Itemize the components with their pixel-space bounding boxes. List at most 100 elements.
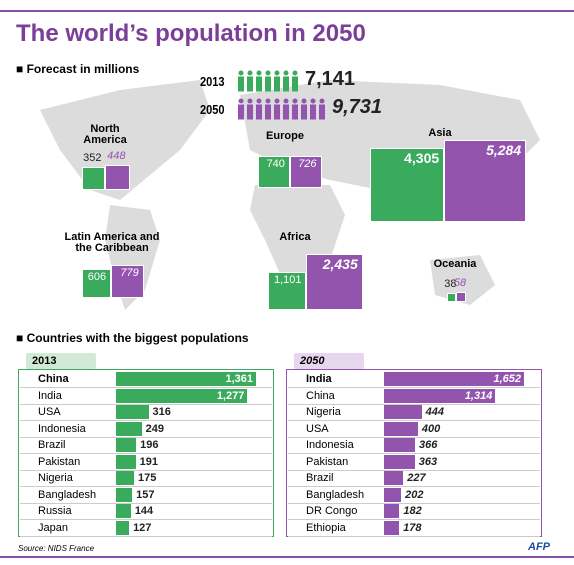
bar-value: 400 xyxy=(421,422,441,435)
category-label: Brazil xyxy=(306,472,334,484)
region-value: 726 xyxy=(298,158,317,171)
bar xyxy=(116,454,136,469)
region-name: Europe xyxy=(266,130,304,142)
region-value: 779 xyxy=(120,267,139,280)
category-label: Russia xyxy=(38,505,72,517)
bar xyxy=(384,454,415,469)
world-value: 9,731 xyxy=(332,96,383,118)
bar-value: 249 xyxy=(145,422,164,435)
region-value: 4,305 xyxy=(404,149,440,166)
category-label: Pakistan xyxy=(306,455,349,468)
region-square xyxy=(104,164,130,190)
category-label: Indonesia xyxy=(38,422,86,435)
row-line xyxy=(20,535,272,537)
bar xyxy=(384,372,524,386)
bar xyxy=(116,471,134,485)
bar-value: 1,361 xyxy=(225,373,253,385)
forecast-label: ■ Forecast in millions xyxy=(16,62,140,76)
panel-tab xyxy=(26,353,96,369)
row-line xyxy=(20,469,272,471)
bar xyxy=(116,372,256,386)
bar xyxy=(384,471,404,485)
row-line xyxy=(288,486,540,487)
row-line xyxy=(20,403,272,405)
person-icons xyxy=(238,98,325,120)
bar-value: 202 xyxy=(405,488,424,501)
category-label: Bangladesh xyxy=(306,488,365,501)
title: The world’s population in 2050 xyxy=(16,20,366,47)
bar-value: 178 xyxy=(403,521,422,534)
bar xyxy=(116,388,248,403)
category-label: Bangladesh xyxy=(38,488,97,501)
bar-value: 1,277 xyxy=(216,389,245,402)
category-label: India xyxy=(38,389,62,402)
category-label: Nigeria xyxy=(38,472,73,484)
region-square xyxy=(370,147,445,222)
row-line xyxy=(20,420,272,421)
year-label: 2013 xyxy=(200,74,225,89)
category-label: Indonesia xyxy=(306,439,354,451)
row-line xyxy=(20,436,272,438)
bar xyxy=(116,504,131,518)
bar-value: 316 xyxy=(152,406,171,418)
world-value: 7,141 xyxy=(305,68,356,90)
bar xyxy=(384,421,418,436)
bar-value: 1,652 xyxy=(493,373,521,385)
region-value: 352 xyxy=(83,152,102,165)
bar-value: 366 xyxy=(419,439,438,451)
row-line xyxy=(288,453,540,454)
region-value: 1,101 xyxy=(273,273,302,286)
top-rule xyxy=(0,10,574,12)
panel-title: 2013 xyxy=(32,355,57,367)
region-value: 2,435 xyxy=(322,255,358,272)
bar xyxy=(384,388,496,403)
bar-value: 182 xyxy=(403,505,422,517)
bar xyxy=(384,438,416,452)
region-value: 5,284 xyxy=(486,142,522,159)
category-label: Ethiopia xyxy=(306,521,346,534)
category-label: USA xyxy=(38,406,61,418)
row-line xyxy=(288,469,540,471)
region-value: 606 xyxy=(87,270,107,283)
bar xyxy=(116,520,130,535)
bar-value: 196 xyxy=(140,439,159,451)
bar-value: 191 xyxy=(139,455,158,468)
year-label: 2050 xyxy=(200,102,225,117)
bar xyxy=(384,520,400,535)
row-line xyxy=(20,502,272,504)
logo: AFP xyxy=(528,541,550,553)
category-label: DR Congo xyxy=(306,505,358,517)
region-name: North America xyxy=(83,123,127,146)
bar xyxy=(384,504,400,518)
bar xyxy=(384,487,402,502)
region-square xyxy=(82,268,112,298)
row-line xyxy=(288,403,540,405)
person-icons xyxy=(238,70,298,92)
row-line xyxy=(20,519,272,520)
region-name: Latin America and the Caribbean xyxy=(64,231,160,254)
panel-tab xyxy=(294,353,364,369)
bottom-rule xyxy=(0,556,574,558)
region-square xyxy=(455,291,467,302)
region-square xyxy=(447,293,456,302)
bar-value: 144 xyxy=(134,505,154,517)
category-label: Nigeria xyxy=(306,406,341,418)
bar xyxy=(116,487,133,502)
row-line xyxy=(288,535,540,537)
region-square xyxy=(444,140,527,222)
row-line xyxy=(288,436,540,438)
bar-value: 1,314 xyxy=(464,389,493,402)
region-value: 740 xyxy=(266,158,285,171)
row-line xyxy=(288,387,540,388)
region-square xyxy=(82,167,105,190)
category-label: Pakistan xyxy=(38,455,81,468)
bar-value: 363 xyxy=(418,455,438,468)
row-line xyxy=(288,519,540,520)
bar xyxy=(116,405,149,419)
category-label: India xyxy=(306,373,332,385)
region-square xyxy=(258,156,290,188)
bar xyxy=(384,405,422,419)
region-name: Asia xyxy=(428,127,452,139)
bar-value: 157 xyxy=(136,488,155,501)
countries-text: Countries with the biggest populations xyxy=(26,331,249,345)
